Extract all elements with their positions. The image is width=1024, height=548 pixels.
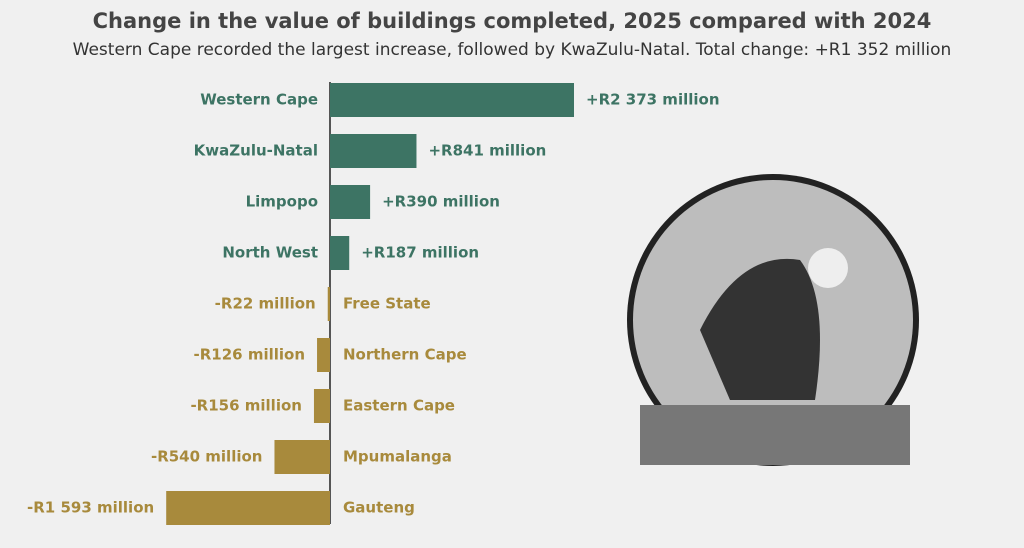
category-label: North West (222, 244, 318, 262)
photo (627, 174, 919, 466)
bar (330, 134, 417, 168)
value-label: +R2 373 million (586, 91, 720, 109)
chart-subtitle: Western Cape recorded the largest increa… (73, 40, 952, 60)
value-label: -R156 million (190, 397, 302, 415)
bar (330, 83, 574, 117)
category-label: Gauteng (343, 499, 415, 517)
category-label: Limpopo (246, 193, 318, 211)
value-label: +R187 million (361, 244, 479, 262)
category-label: Northern Cape (343, 346, 467, 364)
photo-worker (700, 258, 820, 400)
value-label: -R126 million (194, 346, 306, 364)
category-label: Western Cape (200, 91, 318, 109)
bar (330, 185, 371, 219)
value-label: -R22 million (215, 295, 316, 313)
bar (274, 440, 330, 474)
category-label: Eastern Cape (343, 397, 455, 415)
bar (166, 491, 330, 525)
value-label: +R390 million (382, 193, 500, 211)
bar (313, 389, 330, 423)
category-label: KwaZulu-Natal (194, 142, 318, 160)
category-label: Mpumalanga (343, 448, 452, 466)
photo-helmet (808, 248, 848, 288)
bar (317, 338, 330, 372)
value-label: -R1 593 million (27, 499, 154, 517)
bar (327, 287, 330, 321)
value-label: -R540 million (151, 448, 263, 466)
bar (330, 236, 350, 270)
photo-slab (640, 405, 910, 465)
value-label: +R841 million (428, 142, 546, 160)
category-label: Free State (343, 295, 431, 313)
chart-title: Change in the value of buildings complet… (93, 9, 932, 33)
